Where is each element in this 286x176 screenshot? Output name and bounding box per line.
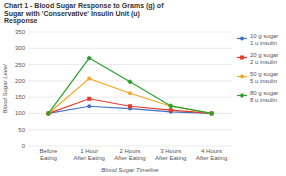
x-tick-label: 4 HoursAfter Eating [196, 148, 227, 161]
y-axis-label: Blood Sugar Level [2, 64, 8, 114]
y-tick-label: 250 [15, 62, 26, 68]
point-marker [169, 104, 173, 108]
point-marker [209, 111, 214, 116]
legend-marker [240, 75, 244, 79]
legend: 10 g sugar1 u insulin 20 g sugar2 u insul… [237, 33, 278, 103]
x-tick-label: 3 HoursAfter Eating [155, 148, 186, 161]
point-marker [87, 55, 92, 60]
grid-line [28, 97, 232, 98]
point-marker [46, 111, 51, 116]
point-marker [128, 91, 132, 95]
point-marker [127, 79, 132, 84]
grid-line [28, 146, 232, 147]
grid-line [28, 129, 232, 130]
point-marker [210, 111, 214, 115]
series-line [48, 99, 211, 114]
series-line [48, 79, 211, 114]
grid [28, 32, 232, 146]
point-marker [87, 97, 91, 101]
legend-marker [240, 56, 244, 60]
x-tick-label: 1 HourAfter Eating [74, 148, 105, 161]
plot-marks [46, 55, 214, 116]
chart: Chart 1 - Blood Sugar Response to Grams … [0, 0, 286, 176]
x-tick-label: 2 HoursAfter Eating [114, 148, 145, 161]
series-line [48, 58, 211, 113]
point-marker [210, 111, 214, 115]
legend-label: 80 g sugar8 u insulin [250, 90, 278, 103]
y-tick-label: 200 [15, 78, 26, 84]
grid-line [28, 48, 232, 49]
y-tick-label: 350 [15, 29, 26, 35]
x-axis-label: Blood Sugar Timeline [101, 167, 159, 173]
point-marker [169, 108, 173, 112]
point-marker [128, 104, 132, 108]
grid-line [28, 64, 232, 65]
y-tick-label: 150 [15, 94, 26, 100]
y-tick-label: 300 [15, 45, 26, 51]
title: Chart 1 - Blood Sugar Response to Grams … [4, 2, 164, 25]
legend-label: 50 g sugar5 u insulin [250, 71, 278, 84]
legend-marker [240, 37, 244, 41]
grid-line [28, 32, 232, 33]
y-tick-label: 50 [18, 127, 25, 133]
point-marker [210, 111, 214, 115]
legend-marker [239, 93, 244, 98]
x-tick-label: BeforeEating [40, 148, 58, 161]
y-tick-label: 100 [15, 110, 26, 116]
point-marker [168, 103, 173, 108]
y-tick-label: 0 [22, 143, 26, 149]
legend-label: 20 g sugar2 u insulin [250, 52, 278, 65]
legend-label: 10 g sugar1 u insulin [250, 33, 278, 46]
point-marker [87, 77, 91, 81]
point-marker [87, 104, 91, 108]
